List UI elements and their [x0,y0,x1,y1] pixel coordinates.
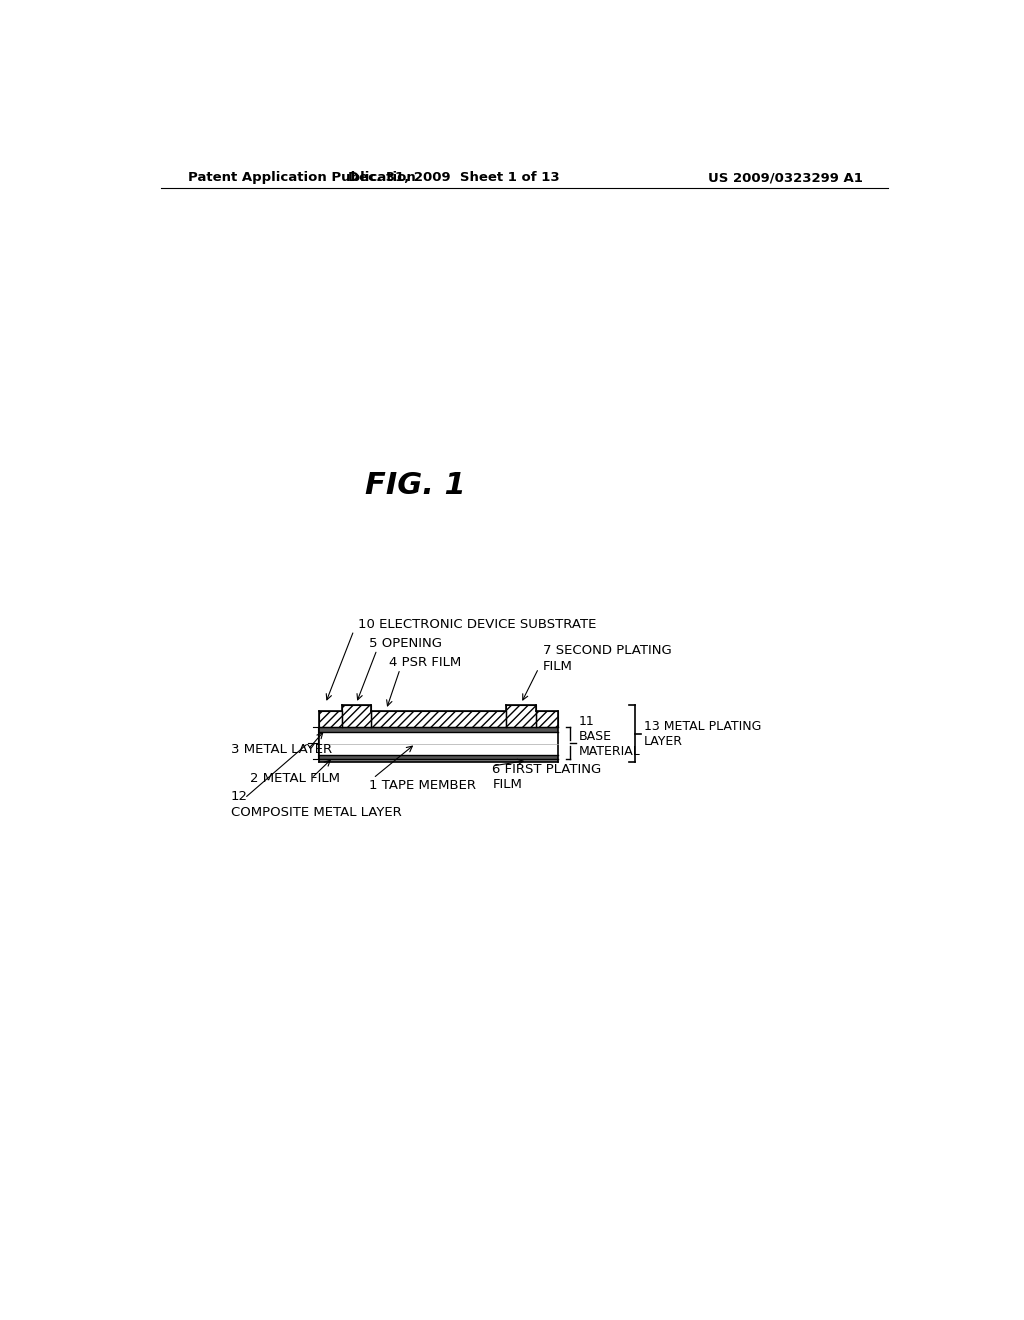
Text: FIG. 1: FIG. 1 [366,471,466,500]
Text: 11
BASE
MATERIAL: 11 BASE MATERIAL [579,715,640,758]
Bar [506,705,536,726]
Text: 7 SECOND PLATING
FILM: 7 SECOND PLATING FILM [543,644,672,673]
Text: 3 METAL LAYER: 3 METAL LAYER [230,743,332,756]
Bar [319,726,558,733]
Text: Patent Application Publication: Patent Application Publication [188,172,416,185]
Text: 4 PSR FILM: 4 PSR FILM [388,656,461,669]
Bar [536,711,558,726]
Bar [371,711,506,726]
Text: 13 METAL PLATING
LAYER: 13 METAL PLATING LAYER [644,719,762,747]
Bar [319,711,342,726]
Bar [319,733,558,755]
Bar [319,755,558,759]
Text: 6 FIRST PLATING
FILM: 6 FIRST PLATING FILM [493,763,602,792]
Bar [342,705,371,726]
Text: 1 TAPE MEMBER: 1 TAPE MEMBER [370,779,476,792]
Text: 5 OPENING: 5 OPENING [370,638,442,649]
Text: 10 ELECTRONIC DEVICE SUBSTRATE: 10 ELECTRONIC DEVICE SUBSTRATE [357,618,596,631]
Text: 2 METAL FILM: 2 METAL FILM [250,772,340,785]
Text: 12
COMPOSITE METAL LAYER: 12 COMPOSITE METAL LAYER [230,789,401,818]
Bar [319,759,558,762]
Text: US 2009/0323299 A1: US 2009/0323299 A1 [708,172,863,185]
Text: Dec. 31, 2009  Sheet 1 of 13: Dec. 31, 2009 Sheet 1 of 13 [348,172,560,185]
